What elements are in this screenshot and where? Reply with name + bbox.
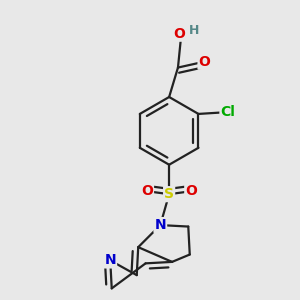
Text: Cl: Cl <box>220 106 235 119</box>
Text: O: O <box>185 184 197 198</box>
Text: N: N <box>104 254 116 267</box>
Text: O: O <box>173 27 185 41</box>
Text: O: O <box>199 55 210 69</box>
Text: S: S <box>164 187 174 201</box>
Text: O: O <box>141 184 153 198</box>
Text: H: H <box>189 24 200 37</box>
Text: N: N <box>154 218 166 232</box>
